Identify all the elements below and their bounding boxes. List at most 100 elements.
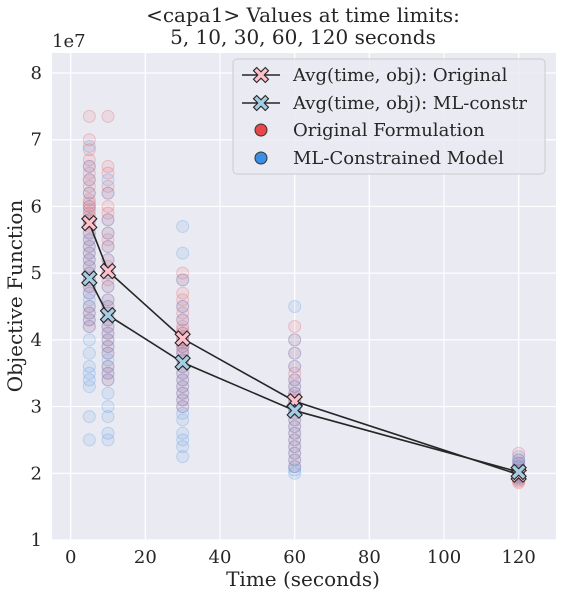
original-point: [176, 386, 190, 400]
original-point: [288, 346, 302, 360]
ml-point: [288, 380, 302, 394]
ml-point: [176, 313, 190, 327]
x-axis-label: Time (seconds): [226, 567, 380, 591]
legend-ml-dot-swatch: [254, 151, 268, 165]
ml-point: [288, 453, 302, 467]
ml-point: [288, 373, 302, 387]
original-point: [82, 259, 96, 273]
ml-point: [288, 300, 302, 314]
original-point: [288, 366, 302, 380]
original-point: [82, 306, 96, 320]
x-tick-label: 0: [65, 547, 76, 568]
original-point: [82, 246, 96, 260]
original-point: [82, 193, 96, 207]
y-axis-label: Objective Function: [3, 200, 27, 393]
ml-point: [101, 279, 115, 293]
ml-point: [176, 219, 190, 233]
y-tick-label: 5: [31, 263, 42, 284]
tick-labels: 0 20 40 60 80 100 120 1 2 3 4 5 6 7 8: [31, 63, 536, 568]
ml-point: [82, 300, 96, 314]
ml-point: [82, 380, 96, 394]
x-tick-label: 120: [501, 547, 535, 568]
ml-point: [82, 333, 96, 347]
legend-label-original-points: Original Formulation: [293, 120, 485, 141]
y-tick-label: 7: [31, 130, 42, 151]
ml-point: [82, 373, 96, 387]
legend-label-ml-avg: Avg(time, obj): ML-constr: [292, 93, 527, 114]
ml-point: [101, 326, 115, 340]
original-avg-marker: [81, 214, 98, 232]
ml-point: [288, 426, 302, 440]
original-point: [176, 320, 190, 334]
original-point: [82, 313, 96, 327]
original-point: [176, 366, 190, 380]
ml-point: [82, 253, 96, 267]
ml-point: [82, 306, 96, 320]
y-tick-label: 6: [31, 196, 42, 217]
original-point: [288, 420, 302, 434]
original-point: [176, 273, 190, 287]
original-point: [101, 346, 115, 360]
ml-avg-marker: [174, 354, 191, 371]
legend: Avg(time, obj): Original Avg(time, obj):…: [232, 58, 546, 175]
y-tick-label: 2: [31, 463, 42, 484]
original-point: [288, 453, 302, 467]
ml-point: [82, 199, 96, 213]
original-point: [101, 186, 115, 200]
original-point: [82, 253, 96, 267]
y-offset-label: 1e7: [52, 31, 86, 52]
ml-point: [288, 463, 302, 477]
ml-point: [101, 173, 115, 187]
ml-point: [82, 186, 96, 200]
legend-original-dot-swatch: [254, 123, 268, 137]
ml-point: [82, 293, 96, 307]
y-tick-label: 4: [31, 330, 42, 351]
ml-point: [176, 246, 190, 260]
original-point: [82, 320, 96, 334]
ml-point: [176, 386, 190, 400]
ml-point: [101, 333, 115, 347]
ml-point: [288, 346, 302, 360]
original-point: [101, 233, 115, 247]
original-point: [288, 460, 302, 474]
ml-avg-marker: [286, 402, 303, 419]
original-point: [512, 453, 526, 467]
ml-point: [288, 333, 302, 347]
original-point: [512, 446, 526, 460]
original-point: [288, 446, 302, 460]
chart-title-line1: <capa1> Values at time limits:: [146, 3, 460, 27]
original-point: [288, 426, 302, 440]
original-point: [82, 143, 96, 157]
ml-point: [176, 440, 190, 454]
ml-point: [101, 293, 115, 307]
ml-point: [101, 353, 115, 367]
ml-point: [101, 373, 115, 387]
original-point: [82, 196, 96, 210]
ml-point: [288, 433, 302, 447]
original-point: [288, 333, 302, 347]
original-point: [288, 433, 302, 447]
ml-point: [82, 320, 96, 334]
ml-point: [82, 239, 96, 253]
original-point: [288, 380, 302, 394]
ml-point: [101, 186, 115, 200]
y-tick-label: 3: [31, 397, 42, 418]
ml-point: [82, 410, 96, 424]
ml-point: [288, 446, 302, 460]
ml-point: [101, 410, 115, 424]
ml-point: [82, 246, 96, 260]
ml-point: [176, 393, 190, 407]
ml-point: [82, 286, 96, 300]
ml-point: [288, 466, 302, 480]
original-point: [101, 166, 115, 180]
ml-point: [101, 426, 115, 440]
legend-label-original-avg: Avg(time, obj): Original: [292, 65, 508, 86]
ml-point: [288, 460, 302, 474]
x-tick-label: 20: [134, 547, 157, 568]
original-point: [176, 286, 190, 300]
original-point: [176, 313, 190, 327]
y-tick-label: 1: [31, 530, 42, 551]
legend-label-ml-points: ML-Constrained Model: [293, 148, 504, 169]
ml-point: [101, 433, 115, 447]
